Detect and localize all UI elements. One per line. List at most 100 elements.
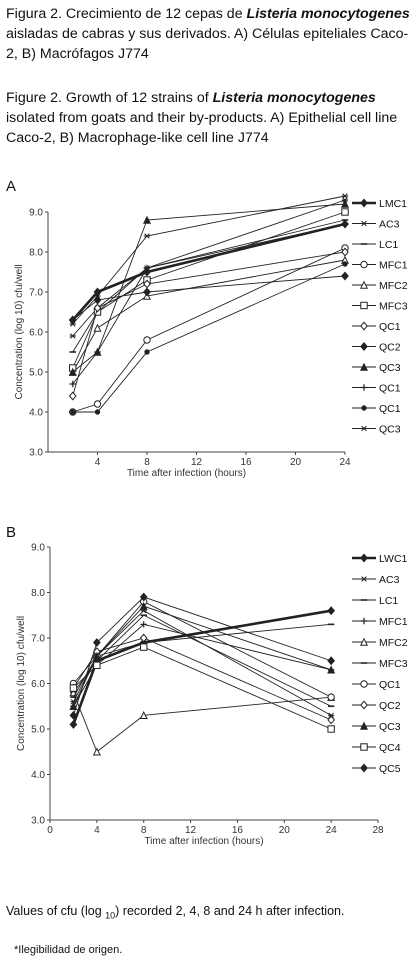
data-point bbox=[93, 303, 102, 313]
series-qc3 bbox=[69, 601, 336, 710]
x-tick-label: 4 bbox=[95, 457, 101, 468]
data-point bbox=[144, 349, 150, 355]
data-point bbox=[93, 661, 101, 669]
axes bbox=[47, 212, 345, 453]
x-tick-label: 8 bbox=[144, 457, 150, 468]
data-point bbox=[341, 271, 349, 281]
y-tick-label: 5.0 bbox=[29, 368, 43, 379]
x-tick-label: 16 bbox=[240, 457, 252, 468]
data-point bbox=[92, 638, 101, 648]
y-tick-label: 8.0 bbox=[29, 248, 43, 259]
data-point bbox=[69, 321, 76, 327]
legend-entry: QC1 bbox=[352, 679, 401, 691]
legend-entry: LWC1 bbox=[352, 553, 408, 565]
series-line bbox=[72, 609, 332, 725]
legend-marker bbox=[360, 680, 368, 688]
series-qc1 bbox=[68, 247, 349, 401]
legend-entry: QC5 bbox=[352, 763, 401, 775]
legend-entry: LC1 bbox=[352, 595, 398, 607]
legend-entry: AC3 bbox=[352, 574, 400, 586]
series-qc3 bbox=[69, 193, 349, 327]
legend-entry: MFC2 bbox=[352, 280, 408, 292]
series-line bbox=[72, 263, 346, 413]
legend-label: QC3 bbox=[379, 424, 401, 436]
data-point bbox=[342, 261, 348, 267]
data-point bbox=[93, 323, 102, 332]
series-line bbox=[72, 223, 346, 385]
y-tick-label: 8.0 bbox=[31, 588, 45, 599]
data-point bbox=[327, 656, 336, 666]
legend-entry: MFC3 bbox=[352, 301, 408, 313]
data-point bbox=[142, 215, 152, 224]
data-point bbox=[69, 701, 78, 710]
series-ac3 bbox=[69, 197, 349, 339]
series-mfc1 bbox=[69, 244, 349, 416]
series-line bbox=[73, 605, 332, 707]
legend-entry: QC4 bbox=[352, 742, 401, 754]
data-point bbox=[69, 333, 76, 339]
legend-entry: MFC2 bbox=[352, 637, 408, 649]
illegible-note: *Ilegibilidad de origen. bbox=[14, 944, 123, 956]
legend-marker bbox=[360, 260, 368, 269]
series-line bbox=[72, 247, 346, 413]
series-line bbox=[73, 692, 332, 753]
data-point bbox=[143, 264, 151, 272]
legend-label: MFC1 bbox=[379, 616, 408, 628]
series-qc5 bbox=[69, 592, 336, 720]
x-tick-label: 12 bbox=[185, 825, 197, 836]
legend-entry: QC3 bbox=[352, 362, 401, 374]
x-tick-label: 8 bbox=[141, 825, 147, 836]
legend-entry: LC1 bbox=[352, 239, 398, 251]
data-point bbox=[139, 601, 148, 610]
legend-marker bbox=[360, 553, 368, 563]
data-point bbox=[140, 643, 148, 651]
legend-entry: LMC1 bbox=[352, 198, 407, 210]
data-point bbox=[92, 651, 101, 660]
legend-marker bbox=[360, 301, 368, 310]
series-qc1 bbox=[69, 220, 349, 388]
legend-marker bbox=[360, 763, 368, 773]
y-tick-label: 4.0 bbox=[29, 408, 43, 419]
legend-entry: QC2 bbox=[352, 700, 401, 712]
x-tick-label: 24 bbox=[326, 825, 338, 836]
y-tick-label: 4.0 bbox=[31, 770, 45, 781]
caption-en-suffix: isolated from goats and their by-product… bbox=[6, 110, 398, 146]
y-axis-label: Concentration (log 10) cfu/well bbox=[16, 616, 27, 751]
series-line bbox=[72, 259, 346, 373]
legend-marker bbox=[361, 405, 367, 411]
legend-marker bbox=[360, 425, 368, 432]
legend-marker bbox=[360, 321, 368, 331]
legend-label: QC5 bbox=[379, 763, 401, 775]
series-line bbox=[71, 222, 346, 321]
data-point bbox=[70, 409, 76, 415]
data-point bbox=[94, 293, 101, 299]
data-point bbox=[139, 592, 148, 602]
legend-marker bbox=[360, 198, 368, 208]
data-point bbox=[93, 400, 102, 408]
series-line bbox=[73, 601, 332, 698]
legend-marker bbox=[360, 743, 368, 751]
chart-b: 9.0 8.0 7.0 6.0 5.0 4.0 3.00 4 8 12 16 20 24 28 Time a… bbox=[16, 543, 408, 848]
y-axis-label: Concentration (log 10) cfu/well bbox=[14, 264, 25, 399]
data-point bbox=[341, 220, 349, 228]
data-point bbox=[69, 710, 78, 720]
y-tick-label: 5.0 bbox=[31, 725, 45, 736]
x-tick-label: 16 bbox=[232, 825, 244, 836]
legend-entry: MFC3 bbox=[352, 658, 408, 670]
legend-entry: MFC1 bbox=[352, 260, 408, 272]
series-lmc1 bbox=[68, 219, 349, 325]
y-tick-label: 6.0 bbox=[31, 679, 45, 690]
series-line bbox=[72, 199, 346, 337]
footnote-after: ) recorded 2, 4, 8 and 24 h after infect… bbox=[115, 904, 345, 918]
series-mfc2 bbox=[69, 688, 336, 756]
panel-letter-b: B bbox=[6, 524, 17, 541]
panel-letter-a: A bbox=[6, 178, 17, 195]
data-point bbox=[69, 380, 76, 388]
x-tick-label: 24 bbox=[339, 457, 351, 468]
x-axis-label: Time after infection (hours) bbox=[144, 836, 263, 847]
data-point bbox=[340, 199, 350, 208]
legend-label: QC1 bbox=[379, 679, 401, 691]
legend-entry: QC1 bbox=[352, 321, 401, 333]
legend-label: QC1 bbox=[379, 383, 401, 395]
legend-marker bbox=[360, 220, 368, 227]
